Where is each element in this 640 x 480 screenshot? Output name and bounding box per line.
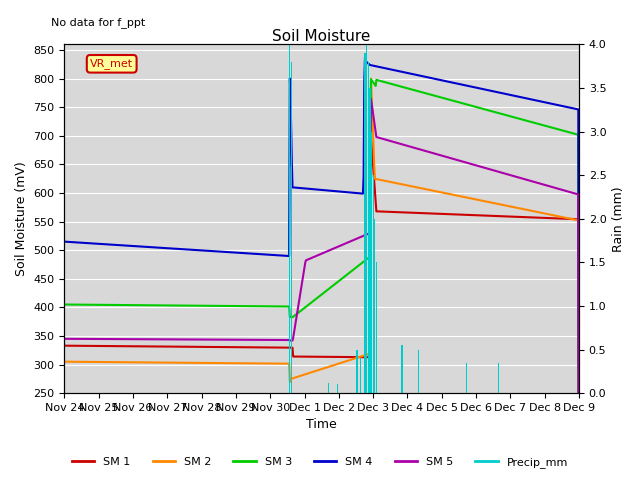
Title: Soil Moisture: Soil Moisture — [273, 29, 371, 45]
Y-axis label: Soil Moisture (mV): Soil Moisture (mV) — [15, 161, 28, 276]
Bar — [364, 53, 365, 393]
Bar — [376, 263, 377, 393]
Y-axis label: Rain (mm): Rain (mm) — [612, 186, 625, 252]
Bar — [372, 175, 374, 393]
X-axis label: Time: Time — [307, 419, 337, 432]
Bar — [498, 362, 499, 393]
Bar — [289, 45, 291, 393]
Bar — [371, 132, 372, 393]
Bar — [356, 349, 358, 393]
Bar — [366, 45, 367, 393]
Bar — [369, 88, 371, 393]
Bar — [466, 362, 467, 393]
Legend: SM 1, SM 2, SM 3, SM 4, SM 5, Precip_mm: SM 1, SM 2, SM 3, SM 4, SM 5, Precip_mm — [68, 452, 572, 472]
Text: No data for f_ppt: No data for f_ppt — [51, 17, 145, 28]
Bar — [374, 219, 376, 393]
Bar — [337, 384, 339, 393]
Text: VR_met: VR_met — [90, 59, 133, 69]
Bar — [291, 62, 292, 393]
Bar — [360, 358, 361, 393]
Bar — [417, 349, 419, 393]
Bar — [401, 345, 403, 393]
Bar — [367, 62, 369, 393]
